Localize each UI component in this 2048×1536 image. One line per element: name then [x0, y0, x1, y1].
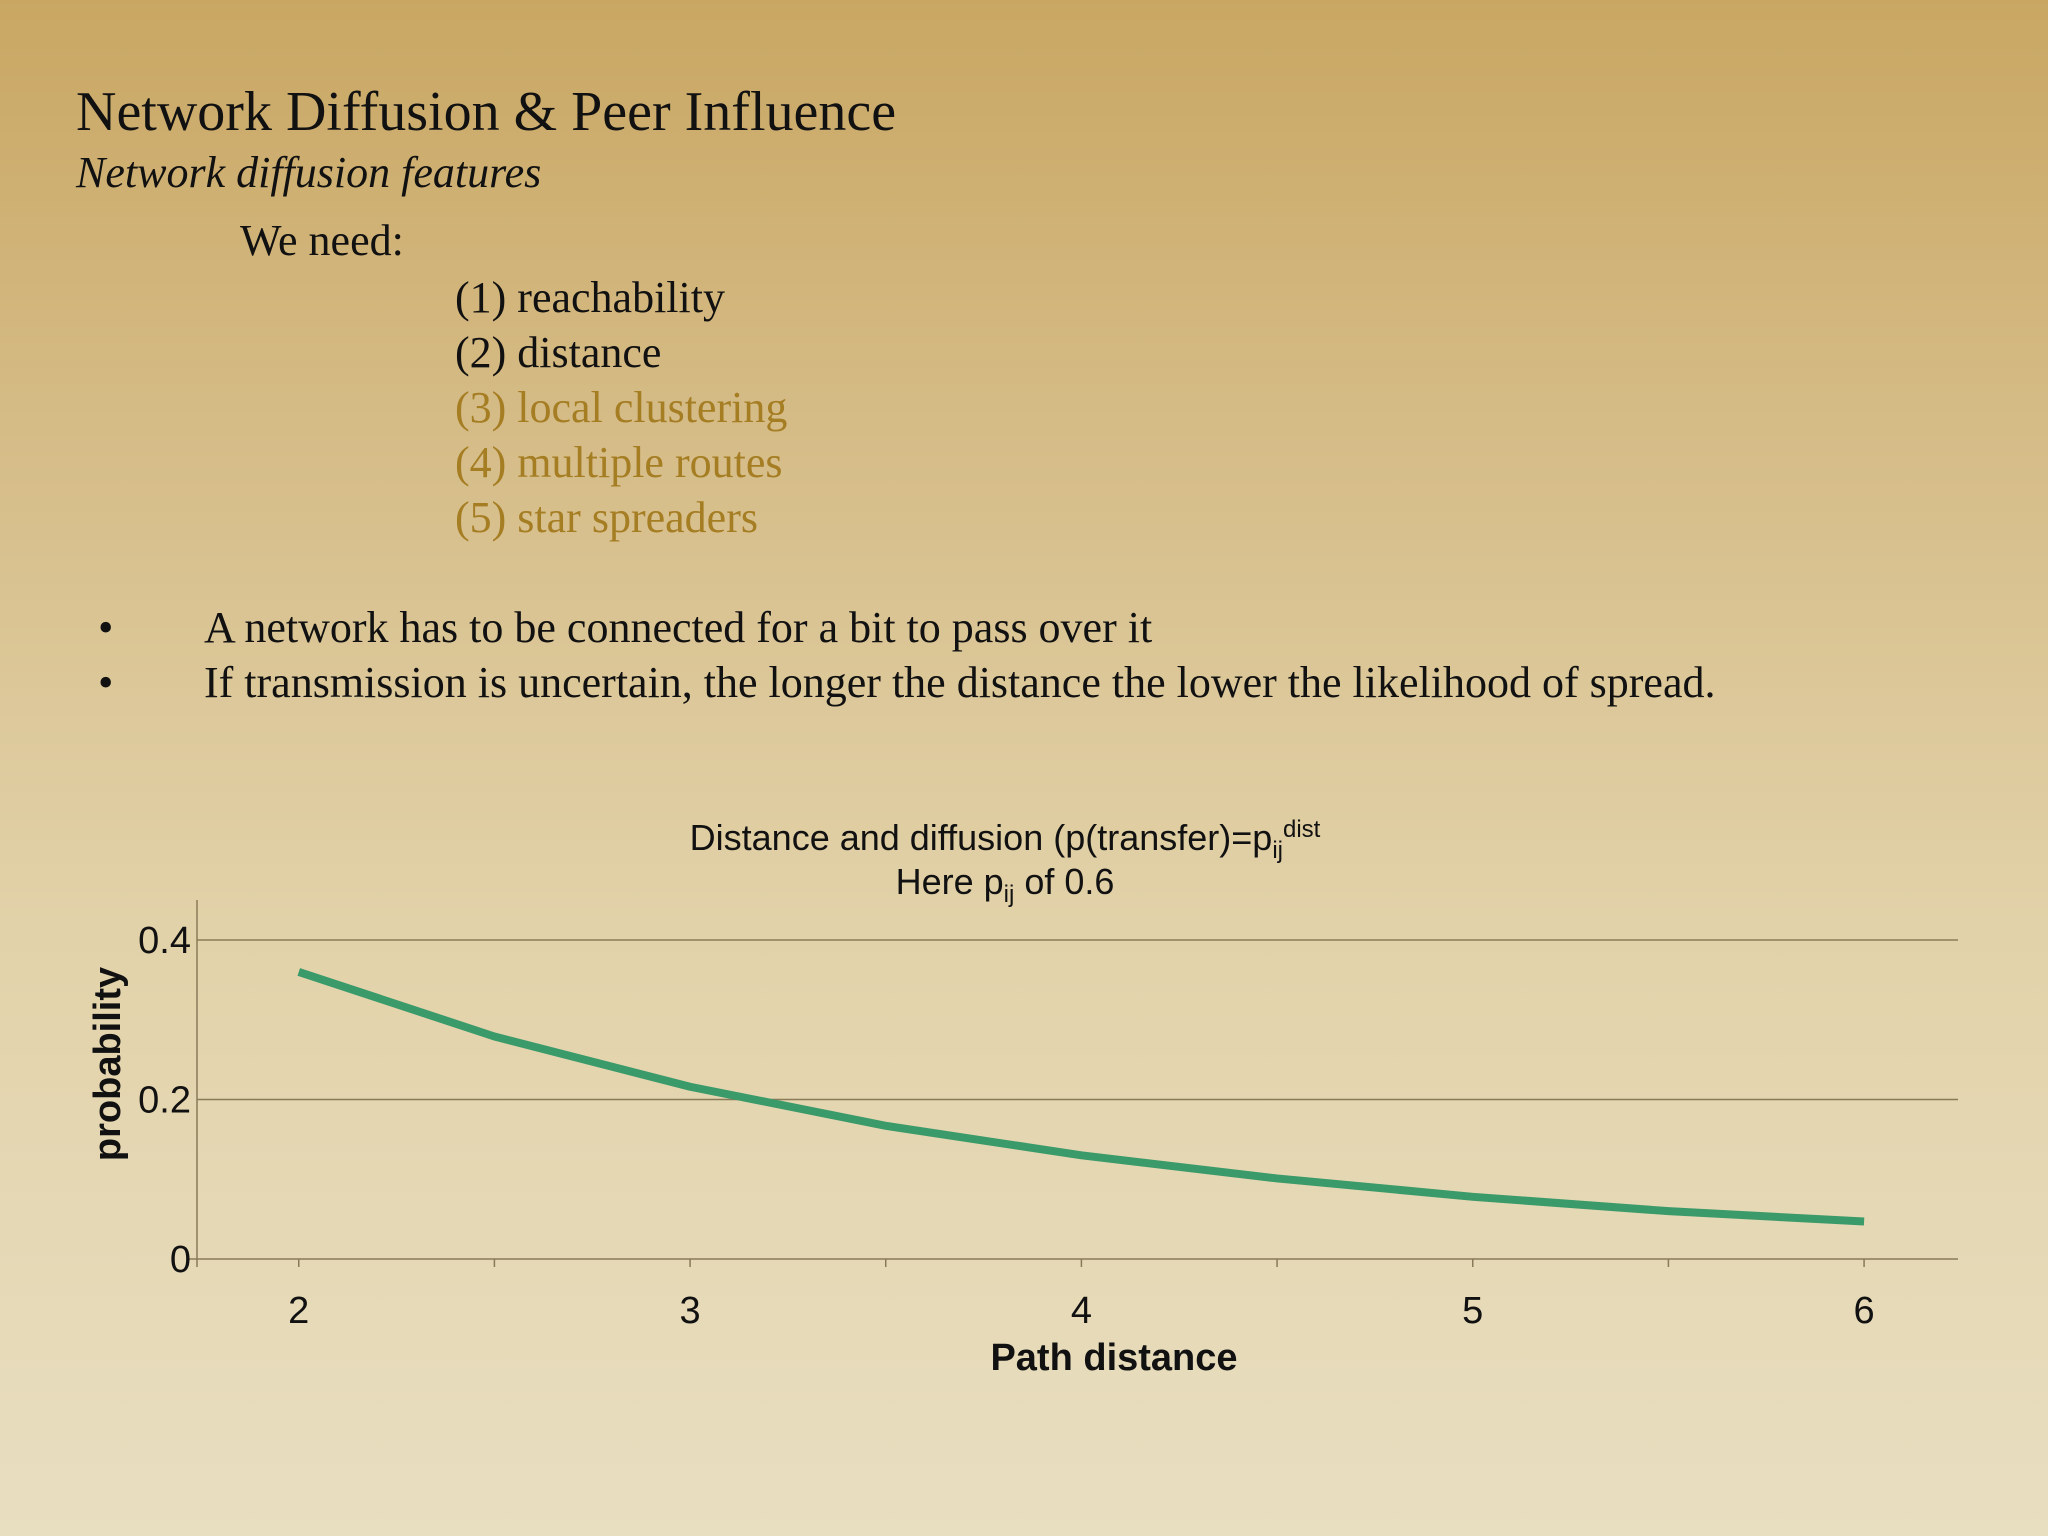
- y-tick-label: 0: [170, 1239, 191, 1281]
- bullet-text: If transmission is uncertain, the longer…: [204, 658, 1716, 707]
- data-point: [1664, 1207, 1672, 1215]
- bullet-icon: •: [98, 658, 114, 707]
- need-item: (4) multiple routes: [455, 438, 783, 487]
- bullet-item: • A network has to be connected for a bi…: [96, 600, 1715, 655]
- data-point: [295, 968, 303, 976]
- need-item: (2) distance: [455, 328, 662, 377]
- y-tick-label: 0.2: [138, 1080, 191, 1122]
- series-line: [297, 968, 1865, 1226]
- bullet-list: • A network has to be connected for a bi…: [96, 600, 1715, 710]
- bullet-text: A network has to be connected for a bit …: [204, 603, 1153, 652]
- bullet-item: • If transmission is uncertain, the long…: [96, 655, 1715, 710]
- data-point: [490, 1032, 498, 1040]
- chart-title-line1: Distance and diffusion (p(transfer)=pijd…: [689, 816, 1321, 865]
- data-point: [1469, 1193, 1477, 1201]
- chart-title-line2: Here pij of 0.6: [895, 861, 1115, 909]
- needs-intro: We need:: [240, 216, 404, 265]
- data-point: [1273, 1174, 1281, 1182]
- x-tick-label: 6: [1854, 1290, 1875, 1332]
- need-item: (1) reachability: [455, 273, 725, 322]
- need-item: (5) star spreaders: [455, 493, 758, 542]
- slide-subtitle: Network diffusion features: [76, 148, 542, 197]
- data-point: [1077, 1151, 1085, 1159]
- x-tick-label: 3: [680, 1290, 701, 1332]
- y-axis-label: probability: [87, 967, 129, 1161]
- need-item: (3) local clustering: [455, 383, 788, 432]
- y-tick-label: 0.4: [138, 920, 191, 962]
- data-point: [686, 1083, 694, 1091]
- data-point: [1860, 1218, 1868, 1226]
- x-tick-label: 2: [288, 1290, 309, 1332]
- data-point: [882, 1122, 890, 1130]
- bullet-icon: •: [98, 603, 114, 652]
- x-tick-label: 5: [1462, 1290, 1483, 1332]
- slide-title: Network Diffusion & Peer Influence: [76, 81, 897, 143]
- x-axis-label: Path distance: [990, 1337, 1237, 1379]
- x-tick-label: 4: [1071, 1290, 1092, 1332]
- needs-list: (1) reachability (2) distance (3) local …: [455, 270, 787, 545]
